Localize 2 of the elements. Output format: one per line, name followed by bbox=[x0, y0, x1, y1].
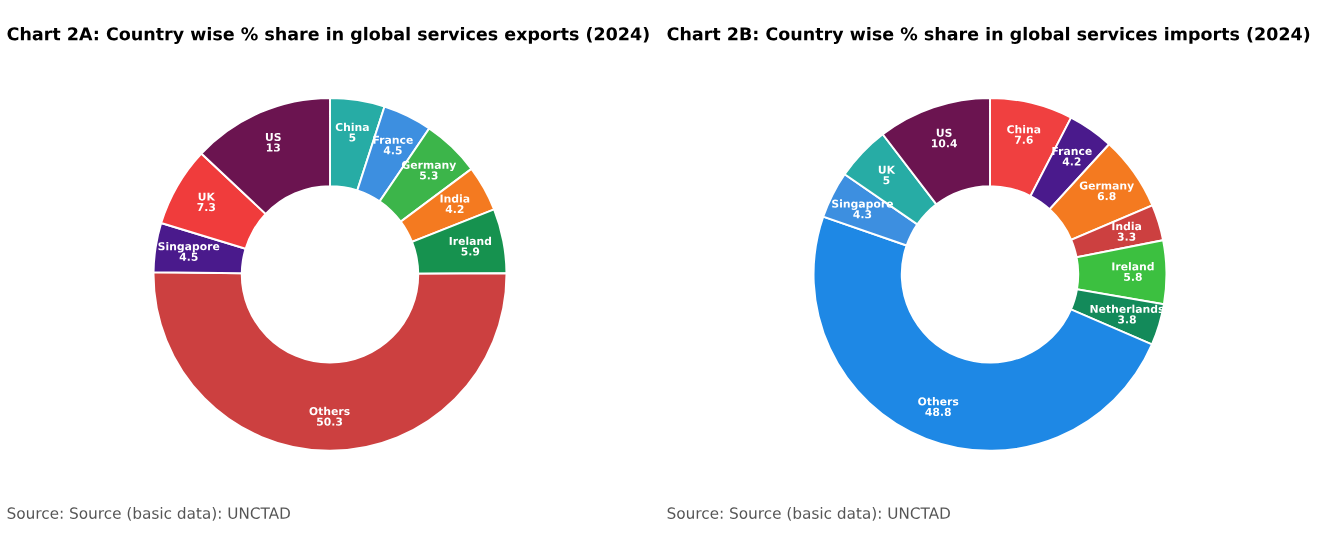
chart-title: Chart 2A: Country wise % share in global services exports (2024) bbox=[7, 26, 649, 44]
chart-title: Chart 2B: Country wise % share in global services imports (2024) bbox=[667, 26, 1310, 44]
